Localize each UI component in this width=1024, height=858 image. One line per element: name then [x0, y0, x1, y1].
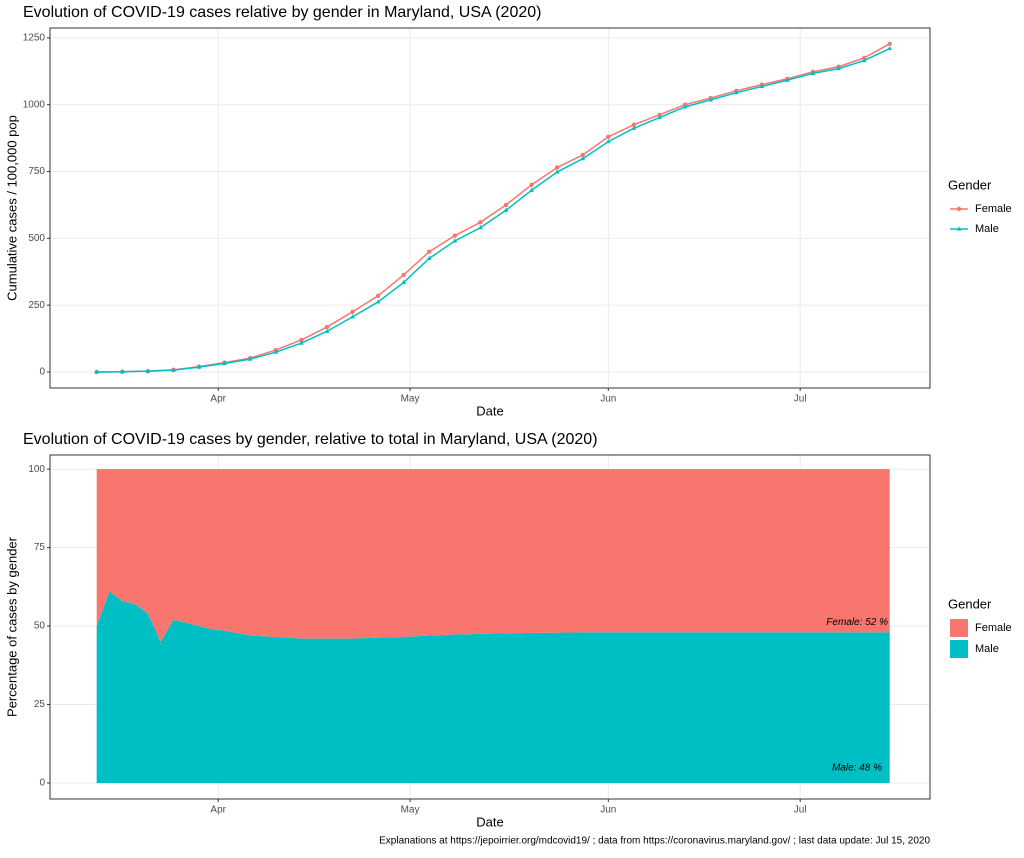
point	[554, 165, 560, 170]
x-tick-label: Jul	[794, 394, 807, 405]
point	[299, 337, 304, 343]
series-line	[96, 43, 891, 373]
point	[503, 207, 509, 212]
point	[708, 97, 714, 102]
point	[401, 272, 406, 278]
legend-marker	[956, 206, 962, 212]
point	[350, 309, 355, 315]
legend-swatch	[950, 640, 968, 658]
point	[759, 83, 765, 89]
point	[733, 90, 739, 95]
x-tick-label: May	[401, 805, 420, 816]
point	[324, 328, 330, 333]
point	[529, 182, 534, 188]
point	[171, 367, 176, 372]
x-tick-label: Jun	[600, 805, 616, 816]
caption: Explanations at https://jepoirrier.org/m…	[379, 836, 930, 847]
y-tick-label: 75	[34, 542, 46, 553]
point	[631, 125, 637, 130]
point	[861, 58, 867, 63]
point	[324, 324, 330, 330]
point	[452, 238, 458, 243]
y-tick-label: 100	[28, 464, 45, 475]
legend-title: Gender	[948, 596, 992, 611]
legend-label: Male	[975, 223, 999, 235]
point	[375, 299, 381, 304]
point	[478, 225, 483, 230]
point	[810, 70, 816, 76]
y-tick-label: 1000	[23, 99, 46, 110]
point	[273, 349, 279, 354]
point	[836, 66, 841, 71]
point	[196, 364, 202, 369]
y-tick-label: 0	[39, 778, 45, 789]
point	[554, 169, 560, 174]
y-tick-label: 1250	[23, 33, 46, 44]
series-line	[96, 47, 891, 373]
x-axis-label: Date	[476, 403, 503, 418]
point	[375, 293, 381, 298]
panel-border	[49, 454, 931, 800]
y-tick-label: 750	[28, 166, 45, 177]
point	[784, 77, 790, 82]
legend-label: Female	[975, 622, 1012, 634]
x-tick-label: Jun	[600, 394, 616, 405]
point	[222, 360, 227, 366]
point	[605, 138, 611, 144]
area	[96, 591, 890, 783]
annotation: Male: 48 %	[832, 763, 882, 774]
chart-title: Evolution of COVID-19 cases by gender, r…	[23, 431, 598, 448]
point	[657, 112, 662, 118]
point	[350, 314, 355, 319]
annotation: Female: 52 %	[826, 617, 888, 628]
point	[119, 369, 125, 374]
point	[529, 187, 534, 192]
point	[401, 279, 407, 285]
point	[427, 249, 432, 254]
y-tick-label: 0	[39, 367, 45, 378]
y-axis-label: Cumulative cases / 100,000 pop	[4, 115, 19, 301]
y-tick-label: 500	[28, 233, 45, 244]
point	[247, 356, 253, 361]
legend-title: Gender	[948, 177, 992, 192]
plot-panel	[50, 28, 930, 388]
x-axis-label: Date	[476, 814, 503, 829]
point	[887, 45, 893, 51]
y-axis-label: Percentage of cases by gender	[4, 536, 19, 717]
y-tick-label: 25	[34, 699, 46, 710]
x-tick-label: May	[401, 394, 420, 405]
x-tick-label: Jul	[794, 805, 807, 816]
legend-label: Female	[975, 203, 1012, 215]
point	[503, 202, 509, 208]
point	[94, 369, 100, 374]
point	[887, 41, 892, 46]
point	[631, 122, 637, 127]
y-tick-label: 250	[28, 300, 45, 311]
legend-label: Male	[975, 643, 999, 655]
legend-swatch	[950, 619, 968, 637]
legend-marker	[956, 226, 962, 231]
area	[96, 469, 890, 642]
x-tick-label: Apr	[210, 394, 226, 405]
panel-border	[49, 27, 931, 389]
chart-title: Evolution of COVID-19 cases relative by …	[23, 4, 541, 21]
point	[657, 114, 662, 120]
point	[606, 134, 611, 139]
point	[682, 104, 688, 109]
point	[478, 220, 483, 225]
point	[580, 156, 586, 161]
point	[580, 152, 585, 158]
point	[452, 233, 458, 238]
y-tick-label: 50	[34, 621, 46, 632]
point	[145, 368, 151, 373]
point	[298, 340, 304, 345]
point	[426, 255, 432, 260]
x-tick-label: Apr	[210, 805, 226, 816]
point	[861, 55, 867, 61]
